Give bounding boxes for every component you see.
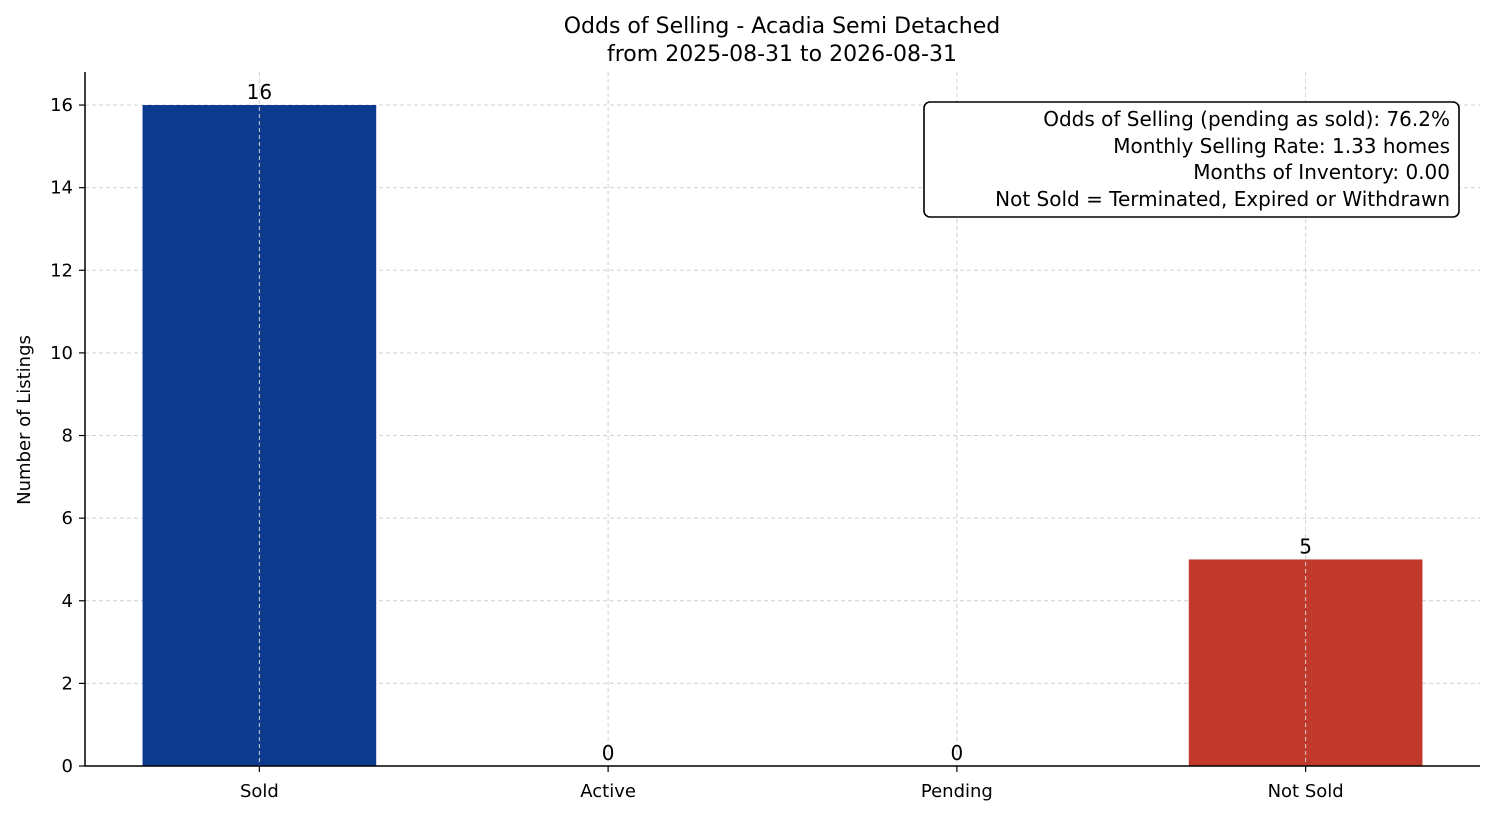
y-tick-label: 10 (50, 343, 73, 364)
bar-value-label: 0 (602, 741, 615, 765)
x-tick-label: Active (580, 781, 636, 802)
y-tick-label: 0 (62, 756, 73, 777)
y-axis-label: Number of Listings (14, 335, 35, 505)
bar-value-label: 16 (247, 80, 272, 104)
y-tick-label: 2 (62, 673, 73, 694)
stats-line-inventory: Months of Inventory: 0.00 (1193, 160, 1450, 184)
y-tick-label: 14 (50, 178, 73, 199)
stats-annotation-box: Odds of Selling (pending as sold): 76.2%… (923, 101, 1460, 218)
y-tick-label: 8 (62, 426, 73, 447)
bar-value-labels: 16 0 0 5 (247, 80, 1312, 765)
x-axis-ticks: Sold Active Pending Not Sold (240, 766, 1344, 802)
y-tick-label: 16 (50, 95, 73, 116)
stats-line-odds: Odds of Selling (pending as sold): 76.2% (1043, 107, 1450, 131)
x-tick-label: Pending (921, 781, 993, 802)
y-axis-ticks: 0 2 4 6 8 10 12 14 16 (50, 95, 85, 777)
y-tick-label: 4 (62, 591, 73, 612)
bar-value-label: 5 (1299, 534, 1312, 558)
bar-sold (142, 105, 377, 767)
stats-annotation-frame (923, 101, 1460, 218)
y-tick-label: 12 (50, 260, 73, 281)
chart-title: Odds of Selling - Acadia Semi Detached (564, 14, 1001, 39)
x-tick-label: Sold (240, 781, 279, 802)
chart-subtitle: from 2025-08-31 to 2026-08-31 (607, 42, 957, 67)
bar-value-label: 0 (951, 741, 964, 765)
stats-line-definition: Not Sold = Terminated, Expired or Withdr… (995, 187, 1450, 211)
x-tick-label: Not Sold (1268, 781, 1344, 802)
stats-line-rate: Monthly Selling Rate: 1.33 homes (1113, 134, 1450, 158)
y-tick-label: 6 (62, 508, 73, 529)
